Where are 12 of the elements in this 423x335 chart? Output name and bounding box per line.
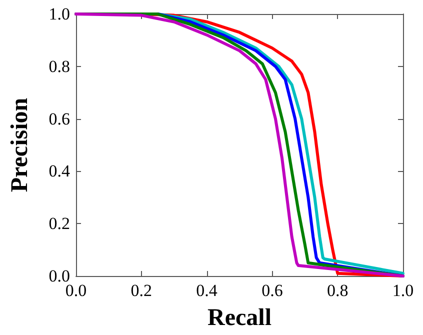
x-axis-title: Recall bbox=[208, 305, 272, 331]
y-tick-label: 0.4 bbox=[48, 162, 70, 181]
x-tick-label: 0.4 bbox=[196, 281, 218, 300]
x-tick-label: 0.8 bbox=[326, 281, 348, 300]
y-tick-label: 0.8 bbox=[48, 56, 70, 76]
x-tick-label: 0.2 bbox=[130, 281, 152, 300]
y-tick-label: 0.6 bbox=[48, 109, 70, 128]
y-tick-label: 1.0 bbox=[48, 4, 70, 24]
x-tick-label: 0.6 bbox=[262, 281, 283, 300]
y-tick-label: 0.2 bbox=[48, 214, 70, 234]
x-tick-label: 1.0 bbox=[392, 281, 414, 300]
y-axis-title: Precision bbox=[7, 98, 33, 192]
